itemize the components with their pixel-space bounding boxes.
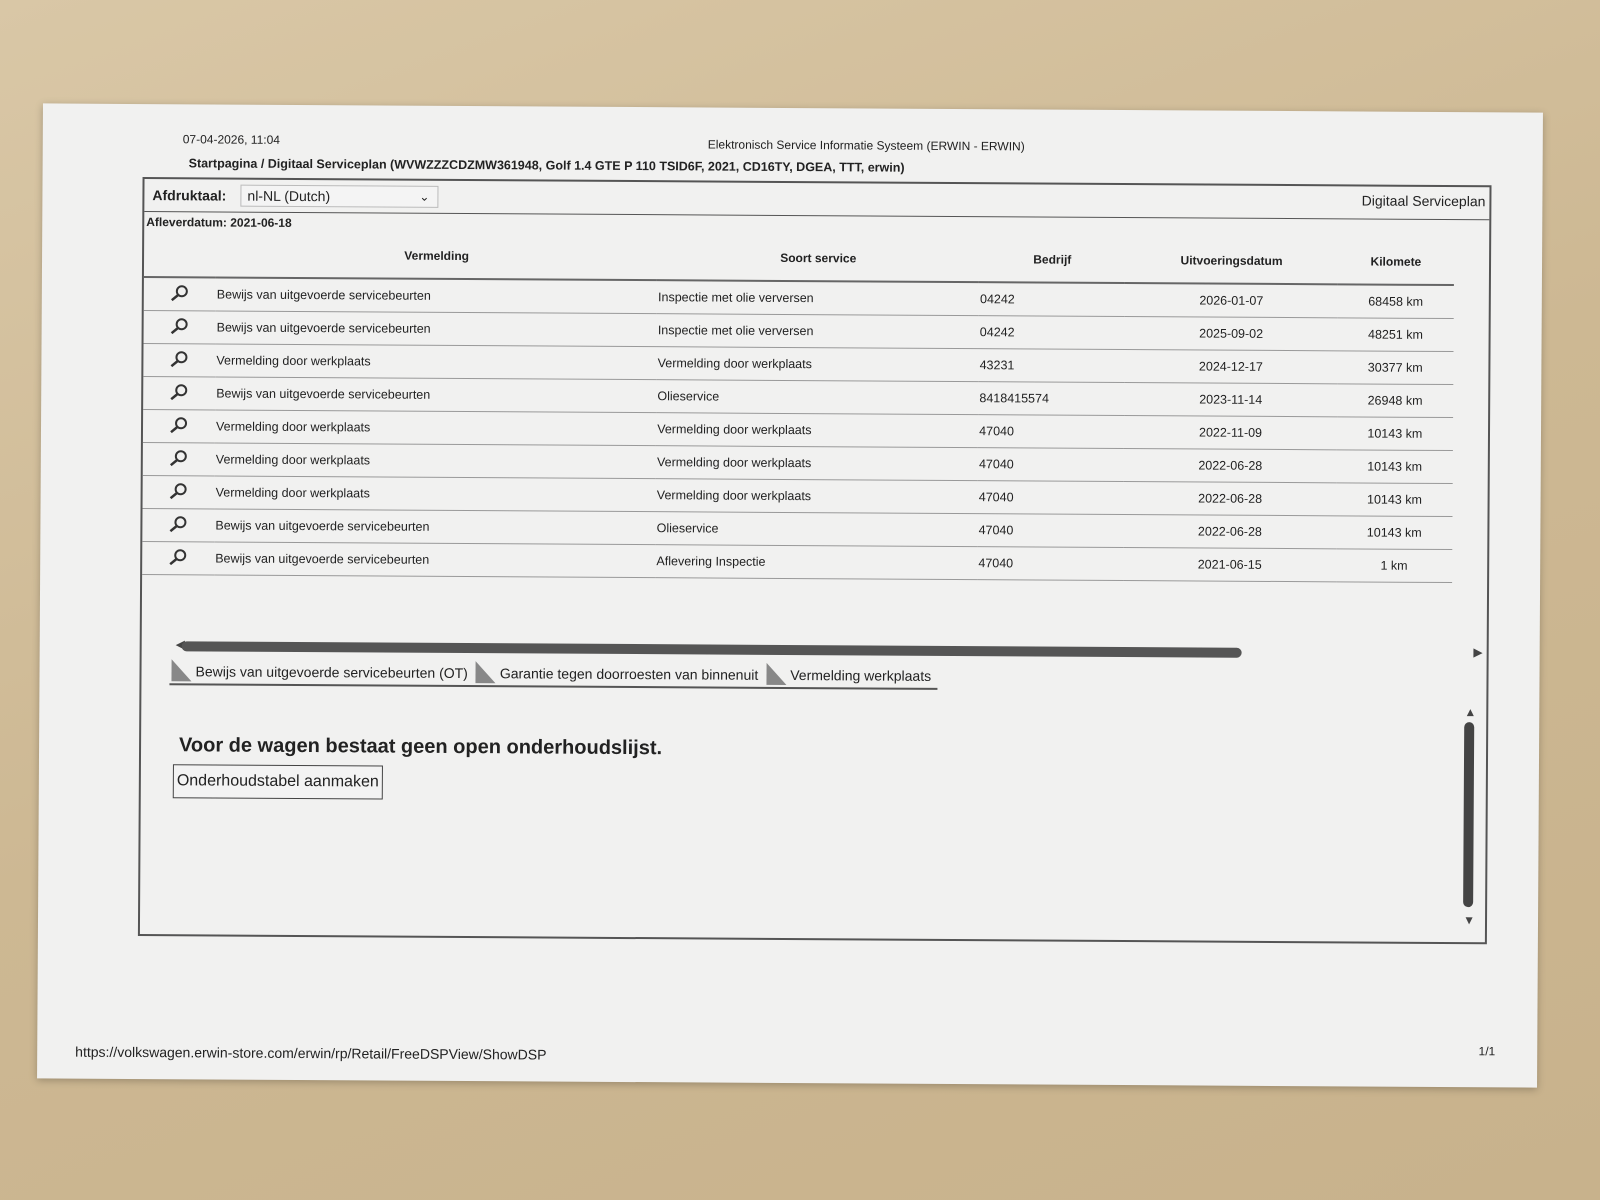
language-label: Afdruktaal: [152,187,227,204]
date-cell: 2022-06-28 [1123,481,1337,516]
date-cell: 2023-11-14 [1124,382,1338,417]
date-cell: 2021-06-15 [1123,547,1337,582]
km-cell: 10143 km [1336,515,1453,550]
chevron-down-icon: ⌄ [419,189,430,204]
service-cell: Olieservice [656,379,979,415]
km-cell: 1 km [1335,548,1453,583]
km-cell: 48251 km [1337,317,1454,352]
entry-cell: Vermelding door werkplaats [214,475,656,512]
tab-service-proof[interactable]: Bewijs van uitgevoerde servicebeurten (O… [169,659,473,685]
col-date: Uitvoeringsdatum [1125,238,1338,285]
service-cell: Vermelding door werkplaats [655,445,979,481]
company-cell: 04242 [978,282,1126,317]
page-title: Digitaal Serviceplan [1361,192,1486,210]
vertical-scrollbar[interactable] [1463,722,1475,908]
service-table: Vermelding Soort service Bedrijf Uitvoer… [142,232,1455,583]
service-cell: Aflevering Inspectie [655,544,978,580]
service-plan-frame: Afdruktaal: nl-NL (Dutch) ⌄ Digitaal Ser… [137,177,1492,945]
scroll-up-icon[interactable]: ▲ [1464,705,1477,720]
print-datetime: 07-04-2026, 11:04 [182,132,281,147]
date-cell: 2022-11-09 [1124,415,1337,450]
service-cell: Olieservice [655,511,978,547]
magnifier-icon[interactable] [142,442,215,476]
col-km: Kilomete [1337,239,1455,286]
table-row[interactable]: Bewijs van uitgevoerde servicebeurten Ol… [142,508,1453,550]
km-cell: 10143 km [1336,416,1454,451]
date-cell: 2022-06-28 [1123,448,1337,483]
date-cell: 2025-09-02 [1124,316,1338,351]
table-row[interactable]: Vermelding door werkplaats Vermelding do… [142,442,1453,484]
company-cell: 47040 [977,447,1125,482]
company-cell: 47040 [977,480,1124,515]
magnifier-icon[interactable] [142,409,216,443]
entry-cell: Vermelding door werkplaats [215,343,657,380]
col-company: Bedrijf [979,237,1126,284]
breadcrumb[interactable]: Startpagina / Digitaal Serviceplan (WVWZ… [188,156,905,175]
magnifier-icon[interactable] [143,277,216,311]
company-cell: 04242 [978,315,1126,350]
date-cell: 2022-06-28 [1123,514,1337,549]
no-maintenance-message: Voor de wagen bestaat geen open onderhou… [179,734,663,760]
col-service: Soort service [657,235,980,283]
table-row[interactable]: Vermelding door werkplaats Vermelding do… [143,343,1454,385]
service-cell: Vermelding door werkplaats [656,346,979,382]
create-maintenance-table-button[interactable]: Onderhoudstabel aanmaken [172,764,383,800]
km-cell: 30377 km [1337,350,1454,385]
km-cell: 68458 km [1337,284,1454,319]
magnifier-icon[interactable] [142,475,215,509]
table-row[interactable]: Bewijs van uitgevoerde servicebeurten Ol… [143,376,1454,418]
entry-cell: Bewijs van uitgevoerde servicebeurten [215,310,657,347]
company-cell: 47040 [977,546,1124,581]
entry-cell: Bewijs van uitgevoerde servicebeurten [214,541,656,578]
magnifier-icon[interactable] [143,343,216,377]
system-title: Elektronisch Service Informatie Systeem … [707,137,1025,154]
km-cell: 26948 km [1336,383,1454,418]
table-row[interactable]: Vermelding door werkplaats Vermelding do… [142,475,1453,517]
horizontal-scrollbar[interactable] [181,641,1242,658]
scroll-right-icon[interactable]: ▶ [1473,645,1483,660]
date-cell: 2024-12-17 [1124,349,1338,384]
magnifier-icon[interactable] [142,508,215,542]
table-row[interactable]: Vermelding door werkplaats Vermelding do… [142,409,1454,451]
language-value: nl-NL (Dutch) [247,187,331,205]
company-cell: 47040 [978,414,1125,449]
scroll-down-icon[interactable]: ▼ [1463,913,1476,928]
table-row[interactable]: Bewijs van uitgevoerde servicebeurten In… [143,310,1454,352]
col-entry: Vermelding [215,232,658,281]
entry-cell: Bewijs van uitgevoerde servicebeurten [214,508,656,545]
entry-cell: Bewijs van uitgevoerde servicebeurten [215,277,658,314]
printed-page: 07-04-2026, 11:04 Elektronisch Service I… [37,103,1543,1088]
col-icon [143,232,217,278]
magnifier-icon[interactable] [142,541,215,575]
entry-cell: Vermelding door werkplaats [214,442,657,479]
tab-rust-warranty[interactable]: Garantie tegen doorroesten van binnenuit [474,661,765,687]
km-cell: 10143 km [1336,482,1453,517]
magnifier-icon[interactable] [143,376,216,410]
service-cell: Inspectie met olie verversen [656,280,980,316]
company-cell: 43231 [978,348,1125,383]
tab-workshop-entry[interactable]: Vermelding werkplaats [764,663,937,688]
magnifier-icon[interactable] [143,310,216,344]
tab-bar: Bewijs van uitgevoerde servicebeurten (O… [169,659,938,690]
service-cell: Inspectie met olie verversen [656,313,979,349]
entry-cell: Vermelding door werkplaats [214,409,657,446]
company-cell: 8418415574 [978,381,1125,416]
date-cell: 2026-01-07 [1125,283,1338,318]
language-select[interactable]: nl-NL (Dutch) ⌄ [240,184,439,208]
service-cell: Vermelding door werkplaats [656,412,979,448]
table-row[interactable]: Bewijs van uitgevoerde servicebeurten Af… [142,541,1453,583]
page-number: 1/1 [1478,1044,1496,1059]
service-cell: Vermelding door werkplaats [655,478,978,514]
page-url: https://volkswagen.erwin-store.com/erwin… [75,1043,547,1063]
km-cell: 10143 km [1336,449,1453,484]
company-cell: 47040 [977,513,1124,548]
table-row[interactable]: Bewijs van uitgevoerde servicebeurten In… [143,277,1454,319]
entry-cell: Bewijs van uitgevoerde servicebeurten [215,376,657,413]
